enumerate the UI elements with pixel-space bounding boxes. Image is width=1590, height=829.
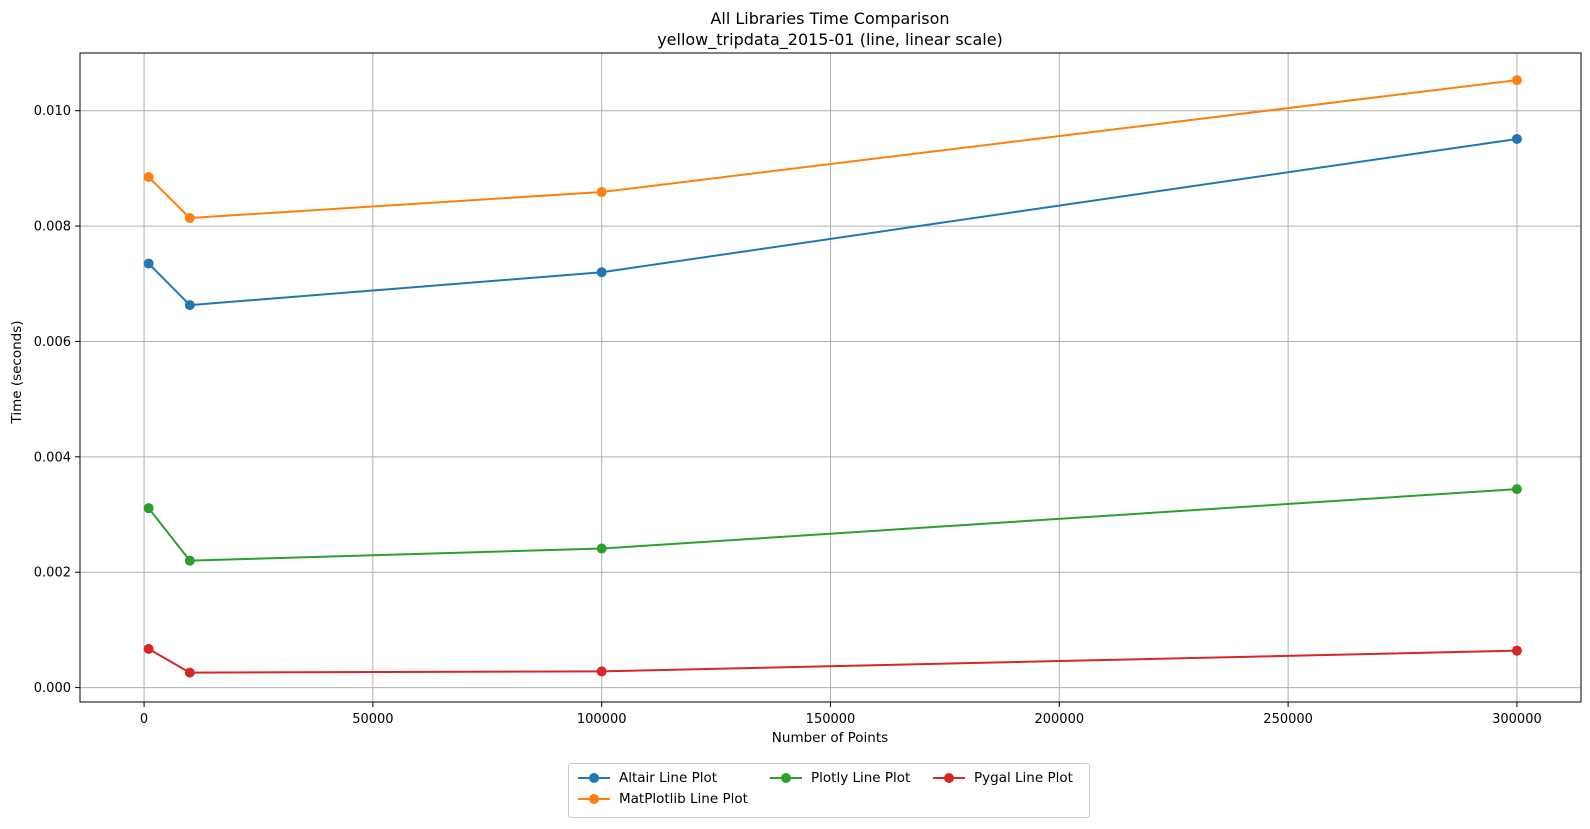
data-point xyxy=(143,503,154,514)
y-tick-label: 0.000 xyxy=(34,681,71,696)
legend-swatch-matplotlib xyxy=(578,794,610,804)
series-line xyxy=(147,79,1518,219)
legend-swatch-plotly xyxy=(770,773,802,783)
legend-swatch-altair xyxy=(578,773,610,783)
data-point xyxy=(184,667,195,678)
legend-entry-matplotlib: MatPlotlib Line Plot xyxy=(577,791,748,807)
data-point xyxy=(1511,645,1522,656)
data-point xyxy=(143,258,154,269)
data-point xyxy=(1511,133,1522,144)
x-tick-label: 300000 xyxy=(1492,712,1542,727)
legend-label-pygal: Pygal Line Plot xyxy=(974,770,1073,786)
x-tick-label: 200000 xyxy=(1034,712,1084,727)
y-axis-label: Time (seconds) xyxy=(9,320,25,424)
data-point xyxy=(1511,75,1522,86)
data-point xyxy=(184,212,195,223)
chart-title: All Libraries Time Comparison xyxy=(710,9,949,28)
x-tick-label: 100000 xyxy=(577,712,627,727)
chart-subtitle: yellow_tripdata_2015-01 (line, linear sc… xyxy=(657,30,1003,50)
y-tick-label: 0.004 xyxy=(34,450,71,465)
legend-entry-pygal: Pygal Line Plot xyxy=(932,770,1073,786)
grid-lines xyxy=(80,53,1581,702)
data-point xyxy=(184,300,195,311)
series-3 xyxy=(143,484,1522,566)
data-point xyxy=(143,643,154,654)
x-tick-label: 50000 xyxy=(352,712,393,727)
y-tick-label: 0.008 xyxy=(34,220,71,235)
data-point xyxy=(596,543,607,554)
x-axis-ticks: 0 50000 100000 150000 200000 250000 300000 xyxy=(140,702,1542,727)
data-point xyxy=(143,172,154,183)
legend-label-matplotlib: MatPlotlib Line Plot xyxy=(619,791,748,807)
series-2 xyxy=(143,75,1522,223)
y-tick-label: 0.010 xyxy=(34,104,71,119)
series-line xyxy=(148,648,1517,674)
x-axis-label: Number of Points xyxy=(772,730,888,746)
x-tick-label: 0 xyxy=(140,712,148,727)
x-tick-label: 150000 xyxy=(806,712,856,727)
legend-entry-plotly: Plotly Line Plot xyxy=(769,770,910,786)
y-tick-label: 0.002 xyxy=(34,566,71,581)
series-line xyxy=(147,488,1517,562)
series-1 xyxy=(143,133,1522,311)
legend-entry-altair: Altair Line Plot xyxy=(577,770,717,786)
series-lines xyxy=(143,75,1522,678)
x-tick-label: 250000 xyxy=(1263,712,1313,727)
data-point xyxy=(596,267,607,278)
series-line xyxy=(147,137,1518,307)
series-4 xyxy=(143,643,1522,678)
legend-label-plotly: Plotly Line Plot xyxy=(811,770,911,786)
legend-label-altair: Altair Line Plot xyxy=(619,770,718,786)
y-axis-ticks: 0.000 0.002 0.004 0.006 0.008 0.010 xyxy=(34,104,80,696)
chart-legend: Altair Line Plot MatPlotlib Line Plot Pl… xyxy=(568,763,1090,818)
data-point xyxy=(1511,484,1522,495)
y-tick-label: 0.006 xyxy=(34,335,71,350)
legend-swatch-pygal xyxy=(933,773,965,783)
data-point xyxy=(184,555,195,566)
data-point xyxy=(596,666,607,677)
data-point xyxy=(596,187,607,198)
